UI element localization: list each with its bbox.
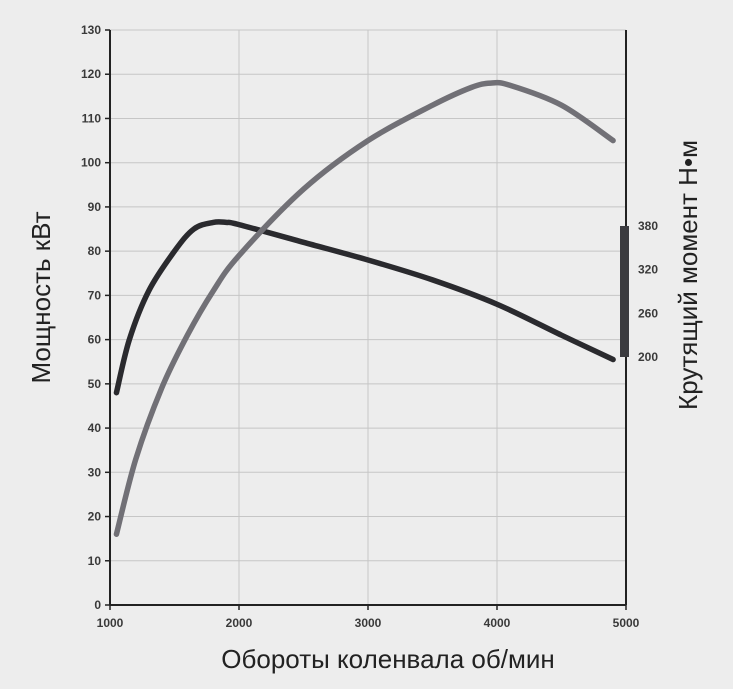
y-tick-label-60: 60 — [88, 333, 102, 347]
x-tick-label-2000: 2000 — [226, 616, 253, 630]
y-tick-label-100: 100 — [81, 156, 101, 170]
y-tick-label-50: 50 — [88, 377, 102, 391]
y2-axis-title: Крутящий момент Н•м — [673, 140, 703, 410]
series-group — [113, 79, 616, 537]
y2-tick-label-380: 380 — [638, 219, 658, 233]
x-tick-label-4000: 4000 — [484, 616, 511, 630]
y2-tick-label-320: 320 — [638, 263, 658, 277]
x-axis-title: Обороты коленвала об/мин — [221, 644, 554, 674]
grid — [110, 29, 626, 605]
y2-axis-scale: 200 260 320 380 — [620, 219, 658, 364]
x-tick-label-3000: 3000 — [355, 616, 382, 630]
y-tick-label-120: 120 — [81, 67, 101, 81]
y-tick-label-90: 90 — [88, 200, 102, 214]
x-tick-labels: 1000 2000 3000 4000 5000 — [97, 605, 640, 630]
x-tick-label-1000: 1000 — [97, 616, 124, 630]
y-tick-label-10: 10 — [88, 554, 102, 568]
y2-tick-label-200: 200 — [638, 350, 658, 364]
y-tick-label-0: 0 — [94, 598, 101, 612]
series-line-1 — [113, 219, 616, 396]
y2-tick-label-260: 260 — [638, 306, 658, 320]
series-line-2 — [113, 79, 616, 537]
x-tick-label-5000: 5000 — [613, 616, 640, 630]
y-tick-label-40: 40 — [88, 421, 102, 435]
y-tick-label-70: 70 — [88, 288, 102, 302]
y-axis-title: Мощность кВт — [26, 211, 56, 383]
y2-scale-bar — [620, 226, 629, 357]
y-tick-labels: 0 10 20 30 40 50 60 70 80 90 100 110 120 130 — [81, 23, 110, 612]
y-tick-label-110: 110 — [82, 111, 102, 125]
y-tick-label-20: 20 — [88, 510, 102, 524]
y-tick-label-80: 80 — [88, 244, 102, 258]
y-tick-label-130: 130 — [81, 23, 101, 37]
y-tick-label-30: 30 — [88, 465, 102, 479]
